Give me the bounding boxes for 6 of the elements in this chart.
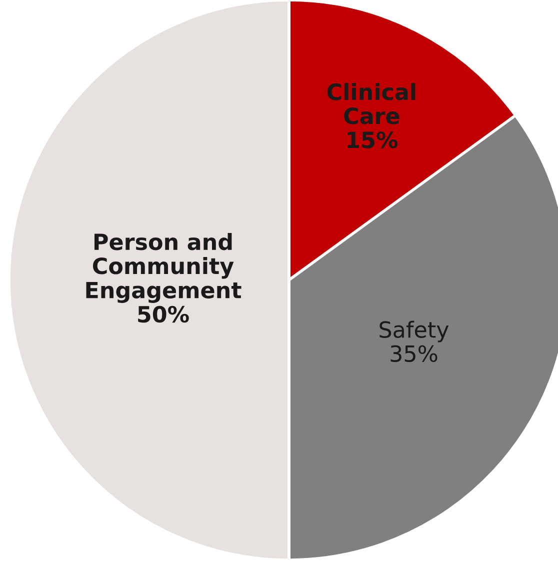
data-label: 50% — [138, 306, 189, 323]
slice-label: Safety — [380, 320, 449, 342]
slice-label: Clinical Care — [327, 83, 416, 124]
data-label: 15% — [348, 132, 398, 148]
data-label: 35% — [390, 345, 438, 362]
slice-label: Person and Community Engagement — [86, 233, 242, 303]
